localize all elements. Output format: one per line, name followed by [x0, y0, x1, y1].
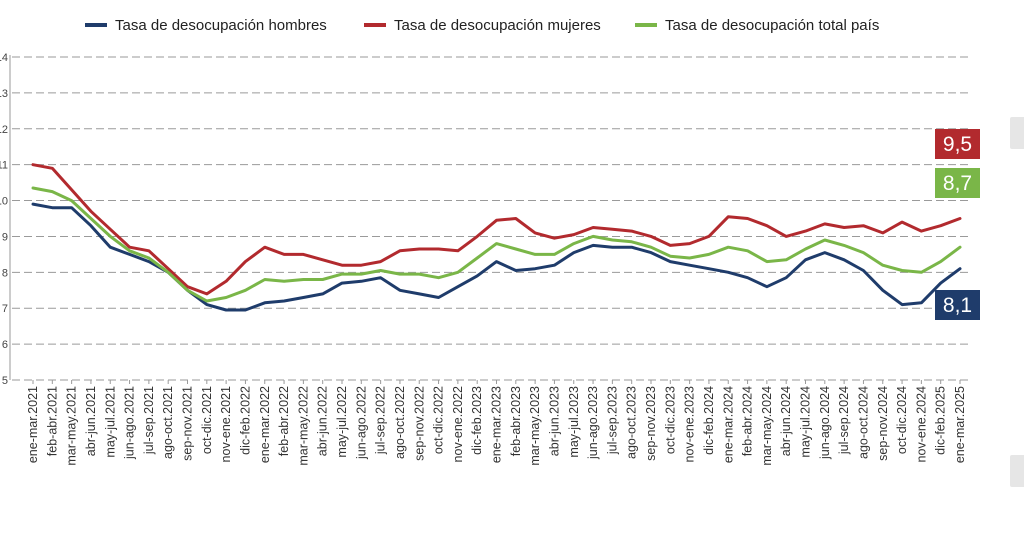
x-tick-label: jun-ago.2024 — [818, 386, 832, 460]
y-axis: 5 6 7 8 9 10 11 12 13 14 — [0, 52, 8, 387]
end-label-value: 8,7 — [943, 172, 972, 195]
x-tick-label: jul-sep.2022 — [374, 386, 388, 455]
scroll-marker-icon[interactable] — [1010, 455, 1024, 487]
x-tick-label: jul-sep.2023 — [605, 386, 619, 455]
x-tick-label: feb-abr.2022 — [277, 386, 291, 456]
x-tick-label: nov-ene.2023 — [683, 386, 697, 463]
y-grid — [9, 55, 970, 381]
x-tick-label: feb-abr.2023 — [509, 386, 523, 456]
x-tick-label: oct-dic.2023 — [663, 386, 677, 454]
x-tick-label: sep-nov.2021 — [181, 386, 195, 461]
x-tick-label: mar-may.2022 — [296, 386, 310, 466]
x-tick-label: oct-dic.2021 — [200, 386, 214, 454]
x-tick-label: dic-feb.2024 — [702, 386, 716, 455]
x-tick-label: mar-may.2023 — [528, 386, 542, 466]
x-tick-label: nov-ene.2024 — [914, 386, 928, 463]
x-tick-label: ago-oct.2024 — [856, 386, 870, 459]
y-tick-label: 12 — [0, 124, 8, 136]
x-tick-label: ago-oct.2023 — [625, 386, 639, 459]
x-tick-label: ene-mar.2022 — [258, 386, 272, 463]
x-tick-label: abr-jun.2023 — [547, 386, 561, 456]
legend: Tasa de desocupación hombres Tasa de deso… — [85, 17, 879, 34]
x-tick-label: may-jul.2022 — [335, 386, 349, 458]
x-tick-label: oct-dic.2024 — [895, 386, 909, 454]
x-tick-label: oct-dic.2022 — [432, 386, 446, 454]
end-label-box — [935, 168, 980, 198]
y-tick-label: 9 — [2, 231, 8, 243]
x-axis: ene-mar.2021 feb-abr.2021 mar-may.2021 abr-… — [26, 380, 967, 466]
x-tick-label: abr-jun.2024 — [779, 386, 793, 456]
x-tick-label: jun-ago.2022 — [354, 386, 368, 460]
y-tick-label: 10 — [0, 196, 8, 208]
y-tick-label: 5 — [2, 375, 8, 387]
legend-label: Tasa de desocupación hombres — [115, 17, 327, 34]
x-tick-label: ene-mar.2023 — [490, 386, 504, 463]
end-label-value: 9,5 — [943, 133, 972, 156]
x-tick-label: abr-jun.2022 — [316, 386, 330, 456]
x-tick-label: ago-oct.2022 — [393, 386, 407, 459]
x-tick-label: feb-abr.2021 — [45, 386, 59, 456]
x-tick-label: dic-feb.2025 — [934, 386, 948, 455]
x-tick-label: ene-mar.2025 — [953, 386, 967, 463]
end-label-value: 8,1 — [943, 294, 972, 317]
scroll-marker-icon[interactable] — [1010, 117, 1024, 149]
x-tick-label: feb-abr.2024 — [741, 386, 755, 456]
x-tick-label: jun-ago.2023 — [586, 386, 600, 460]
legend-label: Tasa de desocupación total país — [665, 17, 879, 34]
x-tick-label: ene-mar.2021 — [26, 386, 40, 463]
series-lines — [31, 163, 962, 312]
x-tick-label: ago-oct.2021 — [161, 386, 175, 459]
y-tick-label: 13 — [0, 88, 8, 100]
y-tick-label: 11 — [0, 160, 8, 172]
y-tick-label: 8 — [2, 267, 8, 279]
x-tick-label: mar-may.2021 — [65, 386, 79, 466]
series-line — [31, 163, 962, 296]
end-label-box — [935, 290, 980, 320]
x-tick-label: may-jul.2023 — [567, 386, 581, 458]
x-tick-label: jun-ago.2021 — [123, 386, 137, 460]
x-tick-label: mar-may.2024 — [760, 386, 774, 466]
series-line — [31, 186, 962, 303]
x-tick-label: nov-ene.2021 — [219, 386, 233, 463]
x-tick-label: jul-sep.2021 — [142, 386, 156, 455]
x-tick-label: sep-nov.2022 — [412, 386, 426, 461]
x-tick-label: may-jul.2021 — [103, 386, 117, 458]
y-tick-label: 6 — [2, 339, 8, 351]
x-tick-label: sep-nov.2023 — [644, 386, 658, 461]
end-label-box — [935, 129, 980, 159]
end-labels: 8,1 9,5 8,7 — [935, 129, 980, 320]
x-tick-label: sep-nov.2024 — [876, 386, 890, 461]
x-tick-label: ene-mar.2024 — [721, 386, 735, 463]
y-tick-label: 14 — [0, 52, 8, 64]
x-tick-label: jul-sep.2024 — [837, 386, 851, 455]
x-tick-label: dic-feb.2022 — [238, 386, 252, 455]
x-tick-label: dic-feb.2023 — [470, 386, 484, 455]
x-tick-label: nov-ene.2022 — [451, 386, 465, 463]
legend-label: Tasa de desocupación mujeres — [394, 17, 601, 34]
x-tick-label: may-jul.2024 — [799, 386, 813, 458]
y-tick-label: 7 — [2, 303, 8, 315]
x-tick-label: abr-jun.2021 — [84, 386, 98, 456]
